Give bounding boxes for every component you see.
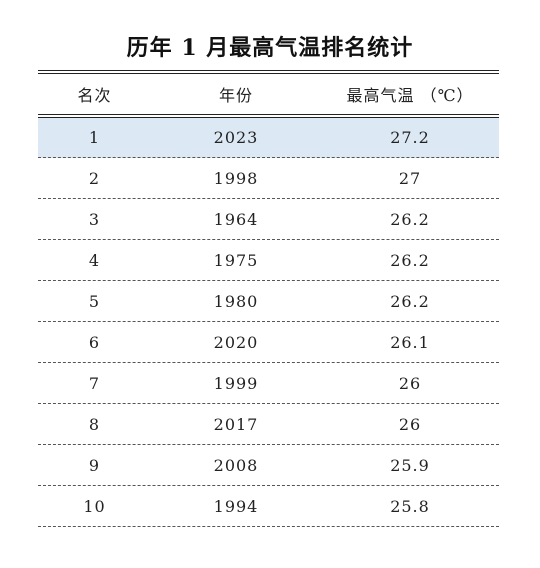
year-cell: 2020 (213, 332, 259, 352)
rank-cell: 9 (88, 455, 101, 475)
rank-cell: 3 (88, 209, 101, 229)
table-row: 3 1964 26.2 (38, 199, 499, 240)
rank-cell: 8 (88, 414, 101, 434)
header-row: 名次 年份 最高气温 （℃） (38, 74, 499, 114)
year-cell: 1975 (213, 250, 259, 270)
year-cell: 1964 (213, 209, 259, 229)
rank-cell: 6 (88, 332, 101, 352)
temp-cell: 26.2 (390, 250, 430, 270)
table-row: 8 2017 26 (38, 404, 499, 445)
temp-cell: 26.1 (390, 332, 430, 352)
rank-cell: 10 (83, 496, 106, 516)
table-row: 10 1994 25.8 (38, 486, 499, 527)
temp-cell: 27.2 (390, 128, 430, 147)
year-cell: 1994 (213, 496, 259, 516)
rank-cell: 1 (88, 128, 101, 147)
rank-cell: 4 (88, 250, 101, 270)
table-row: 2 1998 27 (38, 158, 499, 199)
ranking-table: 名次 年份 最高气温 （℃） 1 2023 27.2 2 1998 27 3 1… (38, 70, 499, 527)
year-cell: 1980 (213, 291, 259, 311)
rank-cell: 2 (88, 168, 101, 188)
rank-cell: 5 (88, 291, 101, 311)
temp-cell: 25.9 (390, 455, 430, 475)
year-cell: 2023 (213, 128, 259, 147)
temp-cell: 26 (398, 373, 422, 393)
temp-cell: 26.2 (390, 291, 430, 311)
table-row: 4 1975 26.2 (38, 240, 499, 281)
column-header-rank: 名次 (77, 86, 112, 105)
temp-cell: 27 (398, 168, 422, 188)
table-row: 5 1980 26.2 (38, 281, 499, 322)
table-title: 历年 1 月最高气温排名统计 (126, 35, 414, 61)
temp-cell: 25.8 (390, 496, 430, 516)
year-cell: 1998 (213, 168, 259, 188)
year-cell: 2017 (213, 414, 259, 434)
table-row: 9 2008 25.9 (38, 445, 499, 486)
top-double-rule (38, 70, 499, 74)
table-row: 6 2020 26.1 (38, 322, 499, 363)
column-header-temp: 最高气温 （℃） (346, 86, 474, 105)
table-row: 7 1999 26 (38, 363, 499, 404)
temp-cell: 26 (398, 414, 422, 434)
year-cell: 1999 (213, 373, 259, 393)
header-double-rule (38, 114, 499, 118)
column-header-year: 年份 (218, 86, 253, 105)
temp-cell: 26.2 (390, 209, 430, 229)
table-row: 1 2023 27.2 (38, 118, 499, 158)
year-cell: 2008 (213, 455, 259, 475)
rank-cell: 7 (88, 373, 101, 393)
